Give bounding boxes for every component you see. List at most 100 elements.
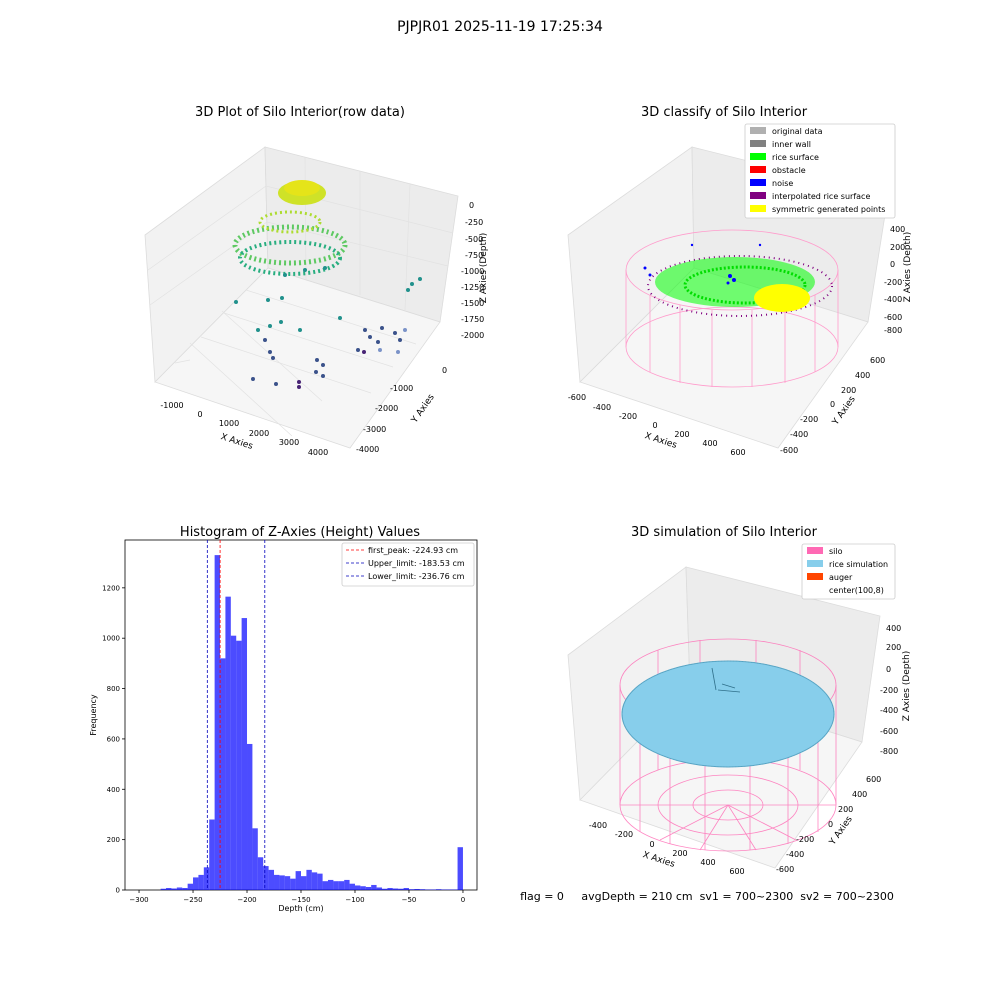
hist-bar [322, 881, 328, 890]
sim-ztick: -400 [880, 706, 898, 715]
hist-bar [176, 887, 183, 890]
hist-ytick-label: 1000 [102, 635, 120, 643]
raw-zlabel: Z Axies (Depth) [479, 233, 489, 304]
sim-ztick: -200 [880, 686, 898, 695]
hist-bar [209, 819, 215, 890]
hist-bar [274, 874, 280, 890]
classify-ytick: 600 [870, 356, 885, 365]
sim-ytick: -400 [786, 850, 804, 859]
hist-legend: first_peak: -224.93 cm Upper_limit: -183.… [341, 542, 475, 587]
hist-xtick-label: −100 [345, 896, 364, 904]
classify-ytick: 0 [830, 400, 835, 409]
classify-symmetric-points [754, 284, 810, 312]
classify-noise-points [643, 243, 762, 285]
classify-legend-label: original data [772, 127, 823, 136]
hist-bar [398, 888, 404, 890]
hist-plot-area [124, 539, 478, 891]
hist-bar [301, 876, 307, 890]
sim-legend: silo rice simulation auger center(100,8) [801, 543, 896, 600]
hist-bar [290, 878, 296, 890]
hist-xtick-label: 0 [461, 896, 465, 904]
raw-ytick: -1000 [390, 384, 413, 393]
hist-bar [247, 743, 253, 890]
sim-ztick: -800 [880, 747, 898, 756]
classify-ztick: -600 [884, 313, 902, 322]
hist-bar [392, 888, 399, 890]
hist-bar [452, 889, 458, 890]
sim-ytick: 400 [852, 790, 867, 799]
hist-bar [381, 888, 388, 890]
sim-ztick: -600 [880, 727, 898, 736]
classify-silo-wireframe [625, 229, 839, 388]
hist-ytick-label: 600 [107, 735, 120, 743]
sim-ytick: 200 [838, 805, 853, 814]
hist-xtick-label: −300 [129, 896, 148, 904]
hist-bar [371, 884, 377, 890]
hist-bar [187, 883, 194, 890]
sim-xtick: -400 [589, 821, 607, 830]
hist-xtick-label: −150 [291, 896, 310, 904]
raw-pane-floor [154, 267, 441, 449]
classify-legend-label: inner wall [772, 140, 811, 149]
sim-xtick: 0 [649, 840, 654, 849]
sim-rice-surface [621, 660, 835, 768]
raw-ztick: -1250 [461, 283, 484, 292]
raw-xtick: 1000 [219, 419, 239, 428]
hist-bar [279, 875, 285, 890]
sim-xtick: -200 [615, 830, 633, 839]
hist-bar [236, 640, 242, 890]
hist-bar [166, 887, 172, 890]
raw-yticks: 0 -1000 -2000 -3000 -4000 [356, 366, 447, 454]
hist-bar [295, 871, 301, 890]
raw-ztick: -750 [465, 251, 483, 260]
panel-histogram: Histogram of Z-Axies (Height) Values −30… [89, 525, 478, 913]
sim-ytick: 0 [828, 820, 833, 829]
sim-zticks: 400 200 0 -200 -400 -600 -800 [880, 624, 901, 756]
classify-ytick: 200 [841, 386, 856, 395]
sim-xtick: 200 [672, 849, 687, 858]
classify-ztick: -800 [884, 326, 902, 335]
hist-bar [344, 879, 350, 890]
hist-bar [435, 889, 442, 890]
hist-bar [425, 889, 431, 890]
hist-legend-label: first_peak: -224.93 cm [368, 546, 458, 555]
hist-bar [311, 872, 318, 890]
hist-xtick-label: −50 [402, 896, 417, 904]
classify-ytick: -600 [780, 446, 798, 455]
hist-bar [430, 889, 436, 890]
sim-title: 3D simulation of Silo Interior [631, 525, 818, 540]
hist-bar [306, 869, 312, 890]
classify-legend-swatch [750, 192, 766, 199]
hist-bar [360, 886, 366, 890]
sim-auger [711, 667, 741, 693]
sim-legend-swatch [807, 547, 823, 554]
classify-ztick: -200 [884, 278, 902, 287]
hist-ytick-label: 0 [116, 887, 120, 895]
raw-ytick: -4000 [356, 445, 379, 454]
raw-xticks: -1000 0 1000 2000 3000 4000 [160, 401, 328, 457]
suptitle: PJPJR01 2025-11-19 17:25:34 [397, 19, 603, 35]
hist-bar [441, 889, 447, 890]
classify-zlabel: Z Axies (Depth) [903, 232, 913, 303]
raw-ztick: -1000 [461, 267, 484, 276]
hist-bar [203, 867, 210, 890]
sim-ytick: -200 [796, 835, 814, 844]
classify-ztick: 400 [890, 225, 905, 234]
classify-xticks: -600 -400 -200 0 200 400 600 [568, 393, 746, 457]
classify-legend: original data inner wall rice surface obsta… [744, 123, 896, 219]
hist-bar [225, 596, 231, 890]
classify-xtick: 600 [730, 448, 745, 457]
classify-ztick: 200 [890, 243, 905, 252]
sim-legend-label: auger [829, 573, 853, 582]
hist-bar [446, 889, 453, 890]
sim-legend-label: rice simulation [829, 560, 888, 569]
panel-classify-3d: 3D classify of Silo Interior original da… [567, 105, 913, 457]
classify-ytick: 400 [855, 371, 870, 380]
hist-title: Histogram of Z-Axies (Height) Values [180, 525, 420, 540]
hist-bar [263, 866, 269, 890]
classify-ztick: -400 [884, 295, 902, 304]
raw-ztick: 0 [469, 201, 474, 210]
hist-bar [193, 877, 199, 890]
raw-xtick: 3000 [279, 438, 299, 447]
classify-xtick: -200 [619, 412, 637, 421]
